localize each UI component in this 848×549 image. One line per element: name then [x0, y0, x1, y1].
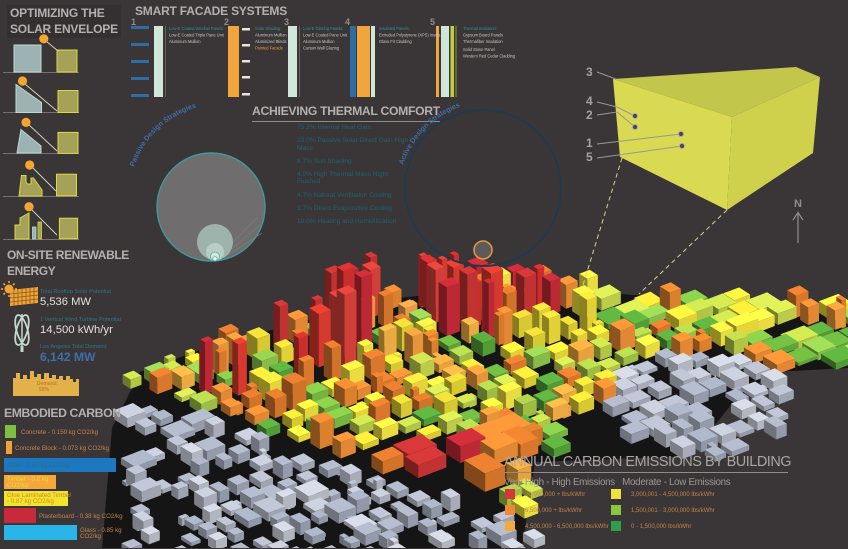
svg-text:Gypsum Board Panels: Gypsum Board Panels: [463, 33, 503, 38]
svg-text:2: 2: [586, 108, 593, 122]
svg-text:3: 3: [284, 17, 289, 27]
svg-text:4: 4: [586, 94, 593, 108]
svg-text:20,000,000 + lbs/kWhr: 20,000,000 + lbs/kWhr: [525, 492, 585, 498]
svg-text:5: 5: [586, 150, 593, 164]
svg-text:N: N: [794, 198, 802, 210]
svg-text:Concrete Block - 0.073 kg CO2/: Concrete Block - 0.073 kg CO2/kg: [15, 445, 109, 452]
svg-text:4,500,000 - 6,500,000 lbs/kW: 4,500,000 - 6,500,000 lbs/kWhr: [525, 524, 609, 530]
svg-text:3: 3: [586, 65, 593, 79]
svg-text:- 0.87 kg CO2/kg: - 0.87 kg CO2/kg: [7, 498, 54, 505]
svg-text:Aluminized Blinds: Aluminized Blinds: [255, 39, 286, 44]
svg-text:CO2/kg: CO2/kg: [7, 482, 29, 489]
svg-text:Demand: Demand: [37, 381, 57, 387]
svg-text:Timber - 0.2 kg: Timber - 0.2 kg: [7, 476, 49, 483]
svg-text:1: 1: [131, 17, 136, 27]
svg-text:Solid Stone Panel: Solid Stone Panel: [463, 47, 495, 52]
svg-text:Aluminum Mullion: Aluminum Mullion: [303, 39, 335, 44]
svg-text:Glass - 0.85 kg: Glass - 0.85 kg: [80, 527, 122, 534]
svg-text:Steel - 1.37 kg CO2/kg: Steel - 1.37 kg CO2/kg: [7, 462, 70, 469]
svg-text:Low-E Coated Window Panels:: Low-E Coated Window Panels:: [169, 26, 224, 31]
svg-text:Thermal Insulation:: Thermal Insulation:: [463, 26, 497, 31]
svg-text:4: 4: [345, 17, 350, 27]
svg-text:Painted Facade: Painted Facade: [255, 46, 284, 51]
svg-text:6,500,000 + lbs/kWhr: 6,500,000 + lbs/kWhr: [525, 508, 582, 514]
svg-text:Glass Fit Cladding: Glass Fit Cladding: [379, 39, 412, 44]
svg-text:Insulated Panels:: Insulated Panels:: [379, 26, 410, 31]
svg-text:Extruded Polystyrene (XPS) Ins: Extruded Polystyrene (XPS) Insula: [379, 33, 441, 38]
svg-text:55%: 55%: [39, 387, 50, 393]
svg-text:5: 5: [430, 17, 435, 27]
svg-text:1,500,001 - 3,000,000 lbs/kW: 1,500,001 - 3,000,000 lbs/kWhr: [631, 508, 715, 514]
svg-text:Solar Shading:: Solar Shading:: [255, 26, 281, 31]
svg-text:1: 1: [586, 136, 593, 150]
svg-text:2: 2: [224, 17, 229, 27]
svg-text:Western Red Cedar Cladding: Western Red Cedar Cladding: [463, 54, 516, 59]
svg-text:Low-E Coated Pane Unit: Low-E Coated Pane Unit: [303, 33, 348, 38]
svg-text:Concrete - 0.159 kg CO2/kg: Concrete - 0.159 kg CO2/kg: [21, 429, 99, 436]
svg-text:Low-E Coated Triple Pane Unit: Low-E Coated Triple Pane Unit: [169, 33, 225, 38]
svg-text:3,000,001 - 4,500,000 lbs/kW: 3,000,001 - 4,500,000 lbs/kWhr: [631, 492, 715, 498]
svg-text:Plasterboard - 0.38 kg CO2/kg: Plasterboard - 0.38 kg CO2/kg: [39, 513, 123, 520]
svg-text:Low-E Glazing Panels:: Low-E Glazing Panels:: [303, 26, 343, 31]
svg-text:Passive Design Strategies: Passive Design Strategies: [130, 101, 197, 168]
svg-text:Curtain Wall Glazing: Curtain Wall Glazing: [303, 46, 340, 51]
svg-text:Aluminum Mullion: Aluminum Mullion: [169, 39, 201, 44]
svg-text:Thermafiber Insulation: Thermafiber Insulation: [463, 39, 503, 44]
svg-text:0 - 1,500,000 lbs/kWhr: 0 - 1,500,000 lbs/kWhr: [631, 524, 691, 530]
svg-text:Aluminum Mullion: Aluminum Mullion: [255, 33, 287, 38]
svg-text:CO2/kg: CO2/kg: [80, 533, 102, 540]
svg-text:Glue Laminated Timber: Glue Laminated Timber: [7, 492, 71, 499]
